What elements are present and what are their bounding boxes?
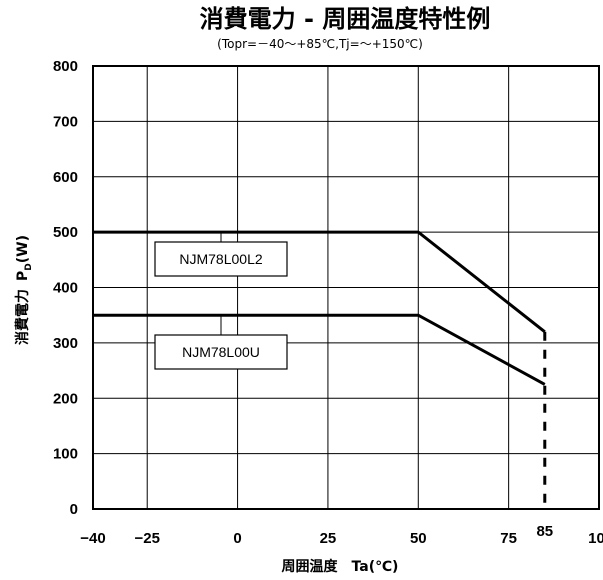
y-tick-label: 500	[53, 224, 78, 241]
y-axis-label-sub: D	[24, 263, 34, 270]
y-tick-label: 700	[53, 113, 78, 130]
x-tick-label: 50	[410, 530, 427, 547]
x-tick-label: 0	[233, 530, 241, 547]
y-axis-label: 消費電力 PD(W)	[14, 235, 34, 345]
y-tick-label: 200	[53, 390, 78, 407]
y-axis-label-symbol: P	[15, 271, 31, 281]
series-label-box	[154, 334, 288, 370]
x-tick-label-85: 85	[536, 523, 553, 540]
series-group: NJM78L00L2 NJM78L00U	[93, 230, 546, 386]
y-tick-labels: 0 100 200 300 400 500 600 700 800	[53, 58, 78, 518]
x-tick-label: −40	[80, 530, 105, 547]
series-line-NJM78L00L2	[93, 230, 546, 333]
x-tick-labels: −40 −25 0 25 50 75 10( 85	[80, 523, 603, 547]
x-tick-label: 75	[500, 530, 517, 547]
x-axis-label: 周囲温度 Ta(℃)	[282, 558, 399, 575]
series-label: NJM78L00L2	[179, 251, 262, 267]
chart-title: 消費電力 - 周囲温度特性例	[200, 5, 491, 33]
y-tick-label: 600	[53, 169, 78, 186]
plot-frame	[92, 65, 600, 510]
y-tick-label: 100	[53, 446, 78, 463]
series-label: NJM78L00U	[182, 344, 260, 360]
series-line-NJM78L00U	[93, 313, 546, 386]
chart-subtitle: (Topr=－40～+85℃,Tj=～+150℃)	[217, 37, 423, 51]
grid-lines	[93, 66, 599, 509]
y-axis-label-unit: (W)	[15, 235, 31, 263]
x-tick-label: −25	[134, 530, 159, 547]
x-tick-label: 25	[320, 530, 337, 547]
y-tick-label: 300	[53, 335, 78, 352]
series-label-box	[154, 241, 288, 277]
y-tick-label: 800	[53, 58, 78, 75]
y-tick-label: 400	[53, 280, 78, 297]
y-tick-label: 0	[70, 501, 78, 518]
x-tick-label: 10(	[588, 530, 603, 547]
y-axis-label-main: 消費電力	[14, 289, 31, 345]
